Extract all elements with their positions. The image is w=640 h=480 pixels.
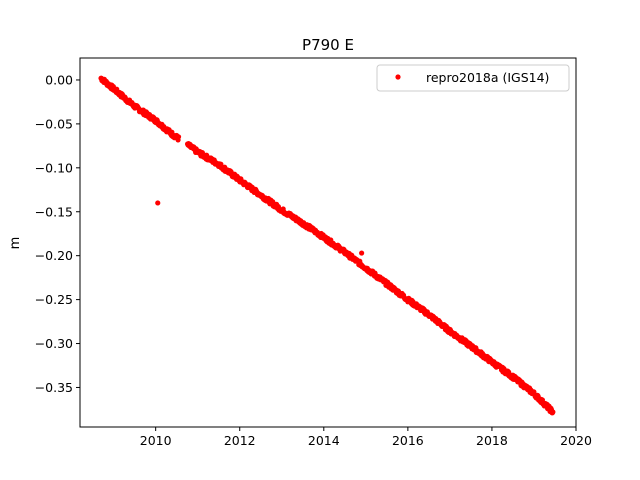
x-tick-label: 2016 bbox=[392, 433, 424, 448]
plot-area bbox=[79, 57, 577, 428]
y-tick-label: −0.05 bbox=[35, 116, 73, 131]
y-tick-label: −0.20 bbox=[35, 248, 73, 263]
data-point bbox=[175, 134, 182, 140]
x-tick-label: 2018 bbox=[476, 433, 508, 448]
x-tick-label: 2020 bbox=[560, 433, 592, 448]
legend-entry-label: repro2018a (IGS14) bbox=[426, 70, 549, 85]
y-axis-label: m bbox=[8, 237, 23, 250]
chart-title: P790 E bbox=[302, 36, 354, 54]
y-tick-label: −0.10 bbox=[35, 160, 73, 175]
data-points bbox=[98, 75, 556, 416]
y-tick-label: 0.00 bbox=[45, 72, 73, 87]
y-tick-label: −0.30 bbox=[35, 336, 73, 351]
x-tick-label: 2012 bbox=[224, 433, 256, 448]
x-axis: 2010 2012 2014 2016 2018 2020 bbox=[140, 427, 592, 448]
y-tick-label: −0.25 bbox=[35, 292, 73, 307]
legend: repro2018a (IGS14) bbox=[376, 64, 570, 92]
outlier-point bbox=[359, 250, 365, 256]
x-tick-label: 2010 bbox=[140, 433, 172, 448]
legend-box bbox=[376, 64, 570, 92]
y-tick-label: −0.35 bbox=[35, 380, 73, 395]
y-axis: 0.00 −0.05 −0.10 −0.15 −0.20 −0.25 −0.30 −0.35 bbox=[35, 72, 80, 395]
outlier-point bbox=[359, 262, 365, 268]
x-tick-label: 2014 bbox=[308, 433, 340, 448]
data-point bbox=[550, 409, 556, 415]
y-tick-label: −0.15 bbox=[35, 204, 73, 219]
outlier-point bbox=[155, 200, 161, 206]
legend-marker bbox=[395, 74, 401, 80]
